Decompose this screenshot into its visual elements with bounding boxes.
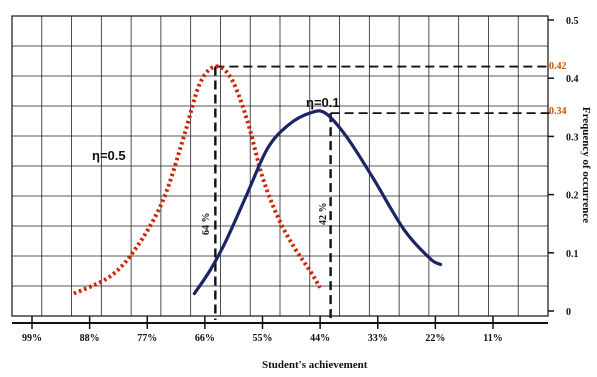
- y-tick-label: 0.4: [566, 74, 579, 85]
- x-axis: 99% 88% 77% 66% 55% 44% 33% 22% 11%: [22, 316, 503, 344]
- y-axis-title: Frequency of occurrence: [580, 107, 592, 223]
- series-lines: [73, 64, 443, 296]
- x-tick-label: 22%: [425, 333, 445, 344]
- pct-label-2: 42 %: [318, 203, 329, 226]
- y-tick-label: 0: [566, 307, 571, 318]
- annotations: η=0.5 η=0.1 0.42 0.34 64 % 42 % Student'…: [92, 61, 592, 371]
- y-tick-label: 0.3: [566, 132, 579, 143]
- series-line-eta-05: [73, 64, 322, 296]
- x-tick-label: 11%: [483, 333, 502, 344]
- y-axis: 0 0.1 0.2 0.3 0.4 0.5: [548, 16, 579, 318]
- series-line-eta-01: [192, 109, 443, 296]
- peak-label-2: 0.34: [549, 106, 567, 117]
- plot-frame: [11, 15, 549, 324]
- grid: [12, 16, 548, 316]
- series-label-eta-05: η=0.5: [92, 148, 126, 163]
- x-tick-label: 66%: [195, 333, 215, 344]
- x-tick-label: 99%: [22, 333, 42, 344]
- x-tick-label: 44%: [310, 333, 330, 344]
- plot-border: [11, 15, 549, 317]
- peak-label-1: 0.42: [549, 61, 567, 72]
- x-tick-label: 55%: [253, 333, 273, 344]
- x-tick-label: 33%: [368, 333, 388, 344]
- pct-label-1: 64 %: [201, 213, 212, 236]
- series-label-eta-01: η=0.1: [306, 95, 340, 110]
- guide-lines: [214, 65, 550, 320]
- y-tick-label: 0.2: [566, 191, 579, 202]
- x-tick-label: 77%: [137, 333, 157, 344]
- y-tick-label: 0.5: [566, 16, 579, 27]
- y-tick-label: 0.1: [566, 249, 579, 260]
- x-tick-label: 88%: [80, 333, 100, 344]
- x-axis-title: Student's achievement: [262, 359, 368, 371]
